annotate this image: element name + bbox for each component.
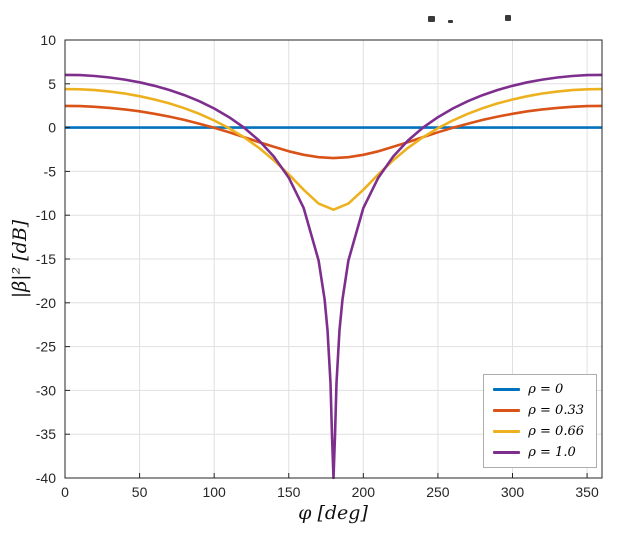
cropped-title-artifact xyxy=(428,16,435,22)
legend-entry: ρ = 1.0 xyxy=(493,445,584,460)
x-tick-label: 250 xyxy=(426,484,450,500)
y-tick-label: -5 xyxy=(44,163,57,179)
x-tick-label: 50 xyxy=(132,484,148,500)
y-tick-label: -35 xyxy=(36,426,56,442)
legend-label: ρ = 0.66 xyxy=(528,424,584,439)
cropped-title-artifact xyxy=(505,15,511,21)
x-tick-label: 200 xyxy=(352,484,376,500)
x-tick-label: 150 xyxy=(277,484,301,500)
cropped-title-artifact xyxy=(448,20,453,23)
x-tick-label: 350 xyxy=(575,484,599,500)
legend-label: ρ = 0.33 xyxy=(528,403,584,418)
legend-entry: ρ = 0.33 xyxy=(493,403,584,418)
y-axis-label: |β|² [dB] xyxy=(9,219,31,299)
x-axis-label: φ [deg] xyxy=(298,502,368,524)
x-tick-label: 300 xyxy=(501,484,525,500)
series-line-1 xyxy=(64,104,603,160)
legend-line-sample xyxy=(493,409,521,412)
y-tick-label: -30 xyxy=(36,382,56,398)
y-tick-label: 5 xyxy=(48,76,56,92)
y-tick-label: -10 xyxy=(36,207,56,223)
y-tick-label: 0 xyxy=(48,120,56,136)
y-tick-label: -15 xyxy=(36,251,56,267)
legend-label: ρ = 0 xyxy=(528,382,564,397)
x-tick-label: 0 xyxy=(61,484,69,500)
y-tick-label: 10 xyxy=(40,32,56,48)
legend-line-sample xyxy=(493,451,521,454)
legend-entry: ρ = 0 xyxy=(493,382,584,397)
series-line-2 xyxy=(64,87,603,211)
legend-line-sample xyxy=(493,388,521,391)
legend-line-sample xyxy=(493,430,521,433)
y-tick-label: -25 xyxy=(36,339,56,355)
x-tick-label: 100 xyxy=(202,484,226,500)
y-tick-label: -20 xyxy=(36,295,56,311)
y-tick-label: -40 xyxy=(36,470,56,486)
legend: ρ = 0 ρ = 0.33 ρ = 0.66 ρ = 1.0 xyxy=(483,374,597,468)
legend-label: ρ = 1.0 xyxy=(528,445,576,460)
legend-entry: ρ = 0.66 xyxy=(493,424,584,439)
